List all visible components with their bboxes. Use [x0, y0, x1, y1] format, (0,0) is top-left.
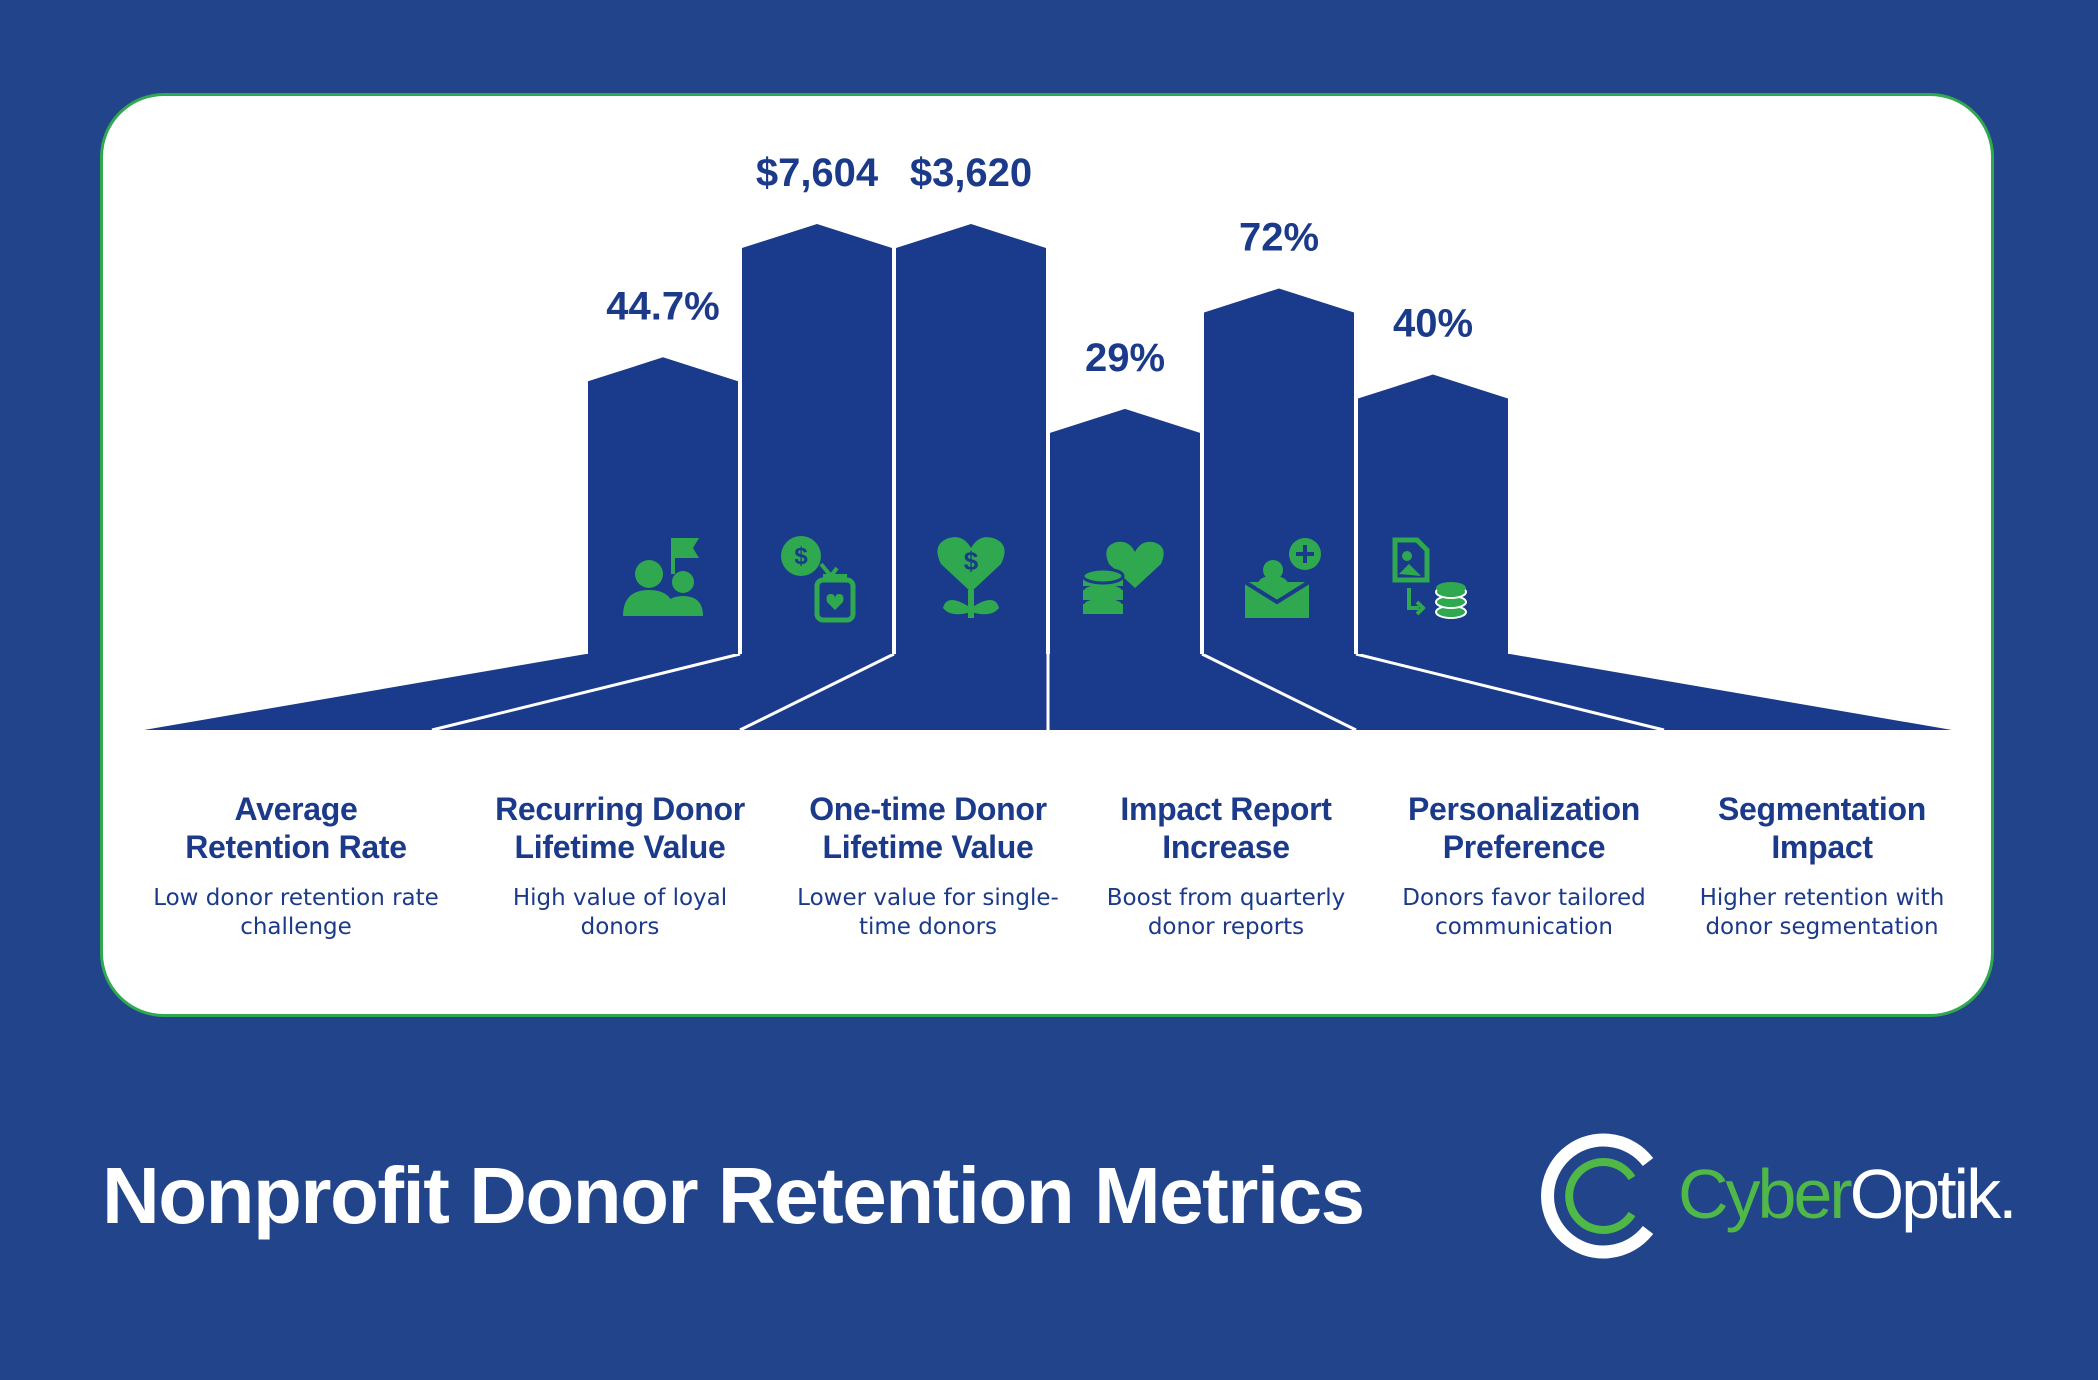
report-coins-icon [1392, 537, 1467, 619]
metric-column: Impact Report Increase Boost from quarterl… [1076, 790, 1376, 942]
bar-value-label: 29% [1085, 336, 1165, 380]
value-labels-group: 44.7% $7,604 $3,620 29% 72% 40% [606, 151, 1473, 380]
metric-title-line2: Lifetime Value [514, 829, 726, 865]
metric-column: One-time Donor Lifetime Value Lower value … [778, 790, 1078, 942]
metric-desc-line2: donor reports [1147, 914, 1305, 940]
metric-title-line2: Retention Rate [185, 829, 407, 865]
coins-heart-icon [1081, 541, 1164, 614]
svg-text:$: $ [794, 543, 808, 570]
floor-line [431, 652, 741, 732]
metric-desc-line1: Donors favor tailored [1402, 885, 1646, 911]
bar [896, 224, 1046, 654]
metric-column: Average Retention Rate Low donor retention… [146, 790, 446, 942]
bar [1358, 374, 1508, 654]
metric-title: Recurring Donor Lifetime Value [470, 790, 770, 866]
metric-desc-line2: time donors [858, 914, 998, 940]
metric-description: High value of loyal donors [470, 884, 770, 942]
logo-ring-icon [1541, 1133, 1654, 1259]
metric-description: Low donor retention rate challenge [146, 884, 446, 942]
bar [588, 357, 738, 654]
metric-column: Segmentation Impact Higher retention with d… [1672, 790, 1972, 942]
metric-title: One-time Donor Lifetime Value [778, 790, 1078, 866]
floor-line [1201, 652, 1357, 732]
floor-line [1355, 652, 1665, 732]
metric-title-line2: Lifetime Value [822, 829, 1034, 865]
people-flag-icon [623, 538, 703, 616]
metric-title-line1: One-time Donor [809, 791, 1047, 827]
bar-value-label: 44.7% [606, 284, 719, 328]
metric-title: Personalization Preference [1374, 790, 1674, 866]
brand-name-part2: Optik. [1849, 1155, 2018, 1233]
metric-description: Donors favor tailored communication [1374, 884, 1674, 942]
bar [1050, 408, 1200, 654]
metric-desc-line1: Low donor retention rate [153, 885, 439, 911]
bars-group [588, 224, 1508, 654]
floor-line [739, 652, 895, 732]
brand-name-part1: Cyber [1678, 1155, 1853, 1233]
metric-title: Segmentation Impact [1672, 790, 1972, 866]
metric-desc-line2: communication [1435, 914, 1613, 940]
bar-value-label: $3,620 [910, 151, 1032, 195]
metric-column: Recurring Donor Lifetime Value High value … [470, 790, 770, 942]
metric-description: Lower value for single-time donors [778, 884, 1078, 942]
bar [742, 224, 892, 654]
metric-title-line1: Personalization [1407, 791, 1640, 827]
metric-desc-line2: donors [580, 914, 660, 940]
metric-title-line2: Impact [1771, 829, 1873, 865]
chart-card [100, 93, 1994, 1017]
metric-desc-line1: Higher retention with [1699, 885, 1945, 911]
brand-name: CyberOptik. [1678, 1152, 2018, 1236]
bar-value-label: 72% [1239, 216, 1319, 260]
svg-text:$: $ [964, 546, 979, 576]
metric-title-line2: Increase [1162, 829, 1290, 865]
metric-desc-line1: Lower value for single- [797, 885, 1059, 911]
metric-title-line1: Recurring Donor [495, 791, 745, 827]
donation-box-icon [1243, 538, 1321, 618]
bar-value-label: 40% [1393, 302, 1473, 346]
metric-column: Personalization Preference Donors favor ta… [1374, 790, 1674, 942]
dollar-jar-icon: $ [781, 536, 856, 623]
metric-desc-line1: High value of loyal [512, 885, 728, 911]
metric-description: Higher retention with donor segmentation [1672, 884, 1972, 942]
metric-title-line1: Segmentation [1718, 791, 1926, 827]
metric-desc-line1: Boost from quarterly [1106, 885, 1346, 911]
heart-plant-icon: $ [937, 537, 1005, 618]
metric-title-line2: Preference [1442, 829, 1606, 865]
metric-desc-line2: donor segmentation [1705, 914, 1939, 940]
metric-title: Average Retention Rate [146, 790, 446, 866]
icons-group: $ $ [623, 536, 1467, 623]
metric-title-line1: Average [234, 791, 358, 827]
bar-value-label: $7,604 [756, 151, 879, 195]
metric-description: Boost from quarterly donor reports [1076, 884, 1376, 942]
metric-title-line1: Impact Report [1120, 791, 1332, 827]
brand-logo: CyberOptik. [1540, 1128, 2018, 1264]
metric-desc-line2: challenge [240, 914, 352, 940]
page-title: Nonprofit Donor Retention Metrics [102, 1151, 1365, 1240]
floor-grid-lines [431, 652, 1665, 732]
metric-title: Impact Report Increase [1076, 790, 1376, 866]
